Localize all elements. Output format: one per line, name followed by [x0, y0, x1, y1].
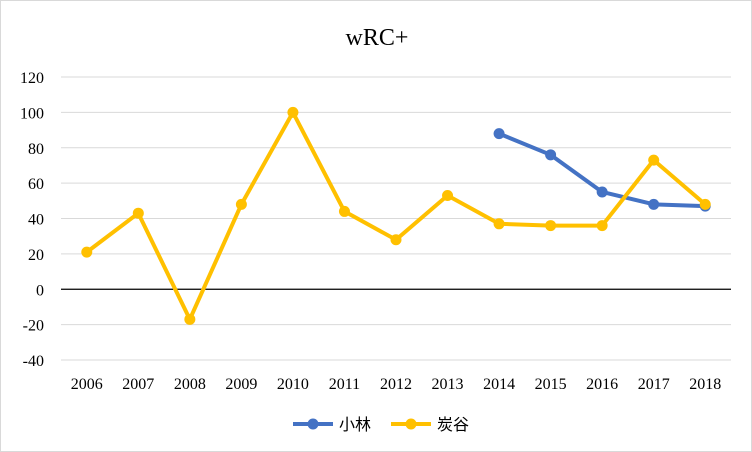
y-tick-label: -20 — [23, 318, 44, 335]
data-point — [390, 234, 402, 246]
gridlines — [61, 76, 731, 361]
legend: 小林 炭谷 — [293, 415, 469, 434]
x-tick-label: 2007 — [122, 376, 154, 393]
legend-label: 炭谷 — [437, 415, 469, 434]
x-tick-label: 2014 — [483, 376, 515, 393]
x-tick-label: 2011 — [329, 376, 360, 393]
x-tick-label: 2008 — [174, 376, 206, 393]
data-point — [648, 198, 660, 210]
y-tick-label: 60 — [28, 176, 44, 193]
data-point — [493, 218, 505, 230]
data-point — [545, 220, 557, 232]
x-tick-label: 2015 — [535, 376, 567, 393]
series-line — [85, 110, 707, 322]
x-tick-label: 2016 — [586, 376, 618, 393]
x-axis-ticks: 2006 2007 2008 2009 2010 2011 2012 2013 2014 2015… — [71, 376, 721, 393]
y-tick-label: 80 — [28, 141, 44, 158]
data-point — [596, 186, 608, 198]
data-point — [338, 205, 350, 217]
series-group — [81, 106, 711, 325]
y-tick-label: 100 — [20, 105, 44, 122]
data-point — [442, 190, 454, 202]
x-tick-label: 2017 — [638, 376, 670, 393]
x-tick-label: 2018 — [689, 376, 721, 393]
y-tick-label: 120 — [20, 70, 44, 87]
data-point — [493, 128, 505, 140]
data-point — [81, 246, 93, 258]
y-axis-ticks: -40 -20 0 20 40 60 80 100 120 — [20, 70, 44, 370]
x-tick-label: 2012 — [380, 376, 412, 393]
y-tick-label: 20 — [28, 247, 44, 264]
y-tick-label: 0 — [36, 282, 44, 299]
data-point — [648, 154, 660, 166]
data-point — [699, 198, 711, 210]
data-point — [545, 149, 557, 161]
series-小林 — [493, 128, 711, 212]
y-tick-label: -40 — [23, 353, 44, 370]
data-point — [287, 106, 299, 118]
legend-label: 小林 — [339, 415, 371, 434]
x-tick-label: 2009 — [225, 376, 257, 393]
x-tick-label: 2006 — [71, 376, 103, 393]
y-tick-label: 40 — [28, 212, 44, 229]
data-point — [184, 313, 196, 325]
data-point — [596, 220, 608, 232]
x-tick-label: 2010 — [277, 376, 309, 393]
series-炭谷 — [81, 106, 711, 325]
data-point — [132, 207, 144, 219]
legend-marker — [405, 418, 417, 430]
data-point — [235, 198, 247, 210]
chart-title: wRC+ — [346, 25, 409, 51]
legend-marker — [307, 418, 319, 430]
x-tick-label: 2013 — [432, 376, 464, 393]
